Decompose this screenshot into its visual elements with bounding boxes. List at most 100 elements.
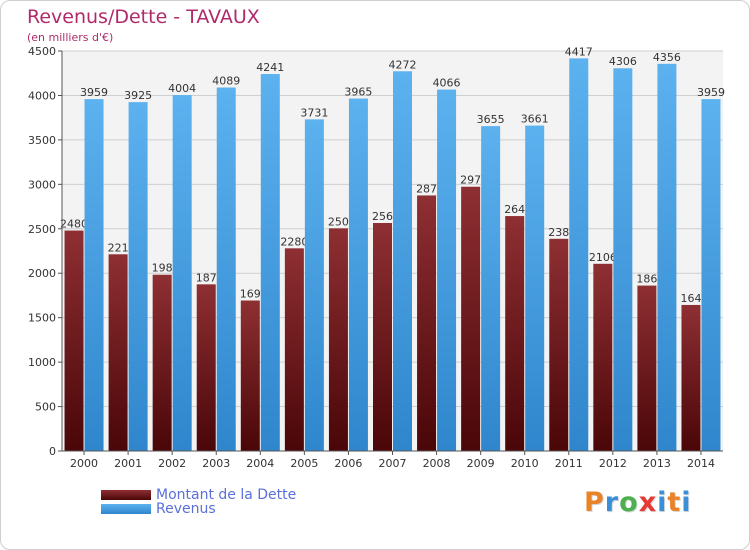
data-label-revenus: 3925	[124, 89, 152, 102]
x-tick-label: 2000	[70, 457, 98, 470]
legend-swatch-revenus	[101, 504, 151, 514]
y-tick-label: 2000	[28, 267, 56, 280]
bar-revenus	[657, 63, 677, 452]
legend-label-revenus: Revenus	[156, 501, 216, 517]
data-label-dette: 2480	[60, 218, 88, 231]
y-tick-label: 0	[49, 445, 56, 458]
bar-revenus	[701, 99, 721, 451]
bar-revenus	[437, 89, 457, 452]
data-label-dette: 2106	[589, 251, 617, 264]
logo-letter: r	[604, 487, 620, 518]
bar-dette	[64, 230, 84, 451]
data-label-dette: 187	[196, 271, 217, 284]
bar-revenus	[569, 58, 589, 451]
data-label-revenus: 3965	[344, 86, 372, 99]
data-label-revenus: 4272	[389, 58, 417, 71]
logo-letter: i	[657, 487, 668, 518]
plot-background	[62, 51, 723, 451]
y-tick-label: 1000	[28, 356, 56, 369]
data-label-dette: 169	[240, 288, 261, 301]
logo-letter: i	[681, 487, 692, 518]
bar-revenus	[216, 87, 236, 452]
x-tick-label: 2003	[202, 457, 230, 470]
data-label-revenus: 4066	[433, 77, 461, 90]
y-tick-label: 2500	[28, 223, 56, 236]
x-tick-label: 2014	[687, 457, 715, 470]
chart-title: Revenus/Dette - TAVAUX	[27, 6, 260, 28]
bar-dette	[417, 195, 437, 451]
data-label-revenus: 4089	[212, 75, 240, 88]
legend-label-dette: Montant de la Dette	[156, 487, 297, 503]
data-label-dette: 186	[636, 273, 657, 286]
data-label-dette: 256	[372, 210, 393, 223]
y-tick-label: 1500	[28, 312, 56, 325]
bar-dette	[108, 254, 128, 451]
data-label-revenus: 3661	[521, 113, 549, 126]
x-tick-label: 2013	[643, 457, 671, 470]
x-tick-label: 2011	[555, 457, 583, 470]
data-label-dette: 287	[416, 182, 437, 195]
data-label-revenus: 3959	[80, 86, 108, 99]
bar-dette	[461, 186, 481, 451]
bar-chart: 0 500 1000 1500 2000 2500 3000 3500 4000 4500 2480…	[28, 45, 725, 470]
data-label-dette: 198	[152, 262, 173, 275]
data-label-dette: 264	[504, 203, 525, 216]
data-label-dette: 250	[328, 215, 349, 228]
data-label-dette: 221	[108, 241, 129, 254]
bar-dette	[373, 223, 392, 451]
y-tick-label: 500	[35, 401, 56, 414]
y-tick-label: 4500	[28, 45, 56, 58]
bar-dette	[593, 263, 613, 451]
y-tick-label: 4000	[28, 89, 56, 102]
bar-revenus	[393, 71, 412, 452]
bar-revenus	[172, 95, 192, 451]
bar-revenus	[128, 102, 148, 451]
data-label-revenus: 4417	[565, 45, 593, 58]
logo-letter: P	[584, 487, 605, 518]
bar-dette	[637, 285, 657, 451]
bar-dette	[549, 238, 569, 451]
chart-subtitle: (en milliers d'€)	[27, 31, 114, 44]
x-tick-label: 2004	[246, 457, 274, 470]
data-label-revenus: 4306	[609, 55, 637, 68]
bar-dette	[196, 284, 216, 451]
logo-letter: o	[619, 487, 639, 518]
bar-revenus	[481, 126, 501, 451]
x-tick-label: 2010	[511, 457, 539, 470]
data-label-dette: 164	[680, 292, 701, 305]
y-tick-label: 3500	[28, 134, 56, 147]
legend-swatch-dette	[101, 490, 151, 500]
x-tick-label: 2005	[290, 457, 318, 470]
x-tick-label: 2001	[114, 457, 142, 470]
x-tick-label: 2007	[379, 457, 407, 470]
x-tick-label: 2012	[599, 457, 627, 470]
data-label-dette: 238	[548, 226, 569, 239]
data-label-dette: 2280	[280, 235, 308, 248]
data-label-revenus: 3655	[477, 113, 505, 126]
data-label-revenus: 4004	[168, 82, 196, 95]
x-tick-label: 2006	[334, 457, 362, 470]
bar-dette	[284, 248, 304, 451]
bar-dette	[505, 216, 525, 451]
data-label-revenus: 3731	[300, 106, 328, 119]
bar-dette	[681, 304, 701, 451]
x-tick-label: 2009	[467, 457, 495, 470]
bar-revenus	[613, 68, 633, 451]
bar-revenus	[304, 119, 324, 451]
x-tick-label: 2002	[158, 457, 186, 470]
data-label-revenus: 4356	[653, 51, 681, 64]
x-tick-label: 2008	[423, 457, 451, 470]
logo-letter: x	[638, 487, 658, 518]
bar-revenus	[348, 98, 368, 452]
data-label-dette: 297	[460, 174, 481, 187]
logo-letter: t	[667, 487, 682, 518]
proxiti-logo: Proxiti	[584, 487, 692, 518]
bar-revenus	[525, 125, 545, 452]
bar-dette	[240, 300, 260, 451]
data-label-revenus: 4241	[256, 61, 284, 74]
bar-revenus	[84, 99, 104, 451]
bar-revenus	[260, 74, 280, 452]
y-tick-label: 3000	[28, 178, 56, 191]
bar-dette	[152, 274, 172, 451]
